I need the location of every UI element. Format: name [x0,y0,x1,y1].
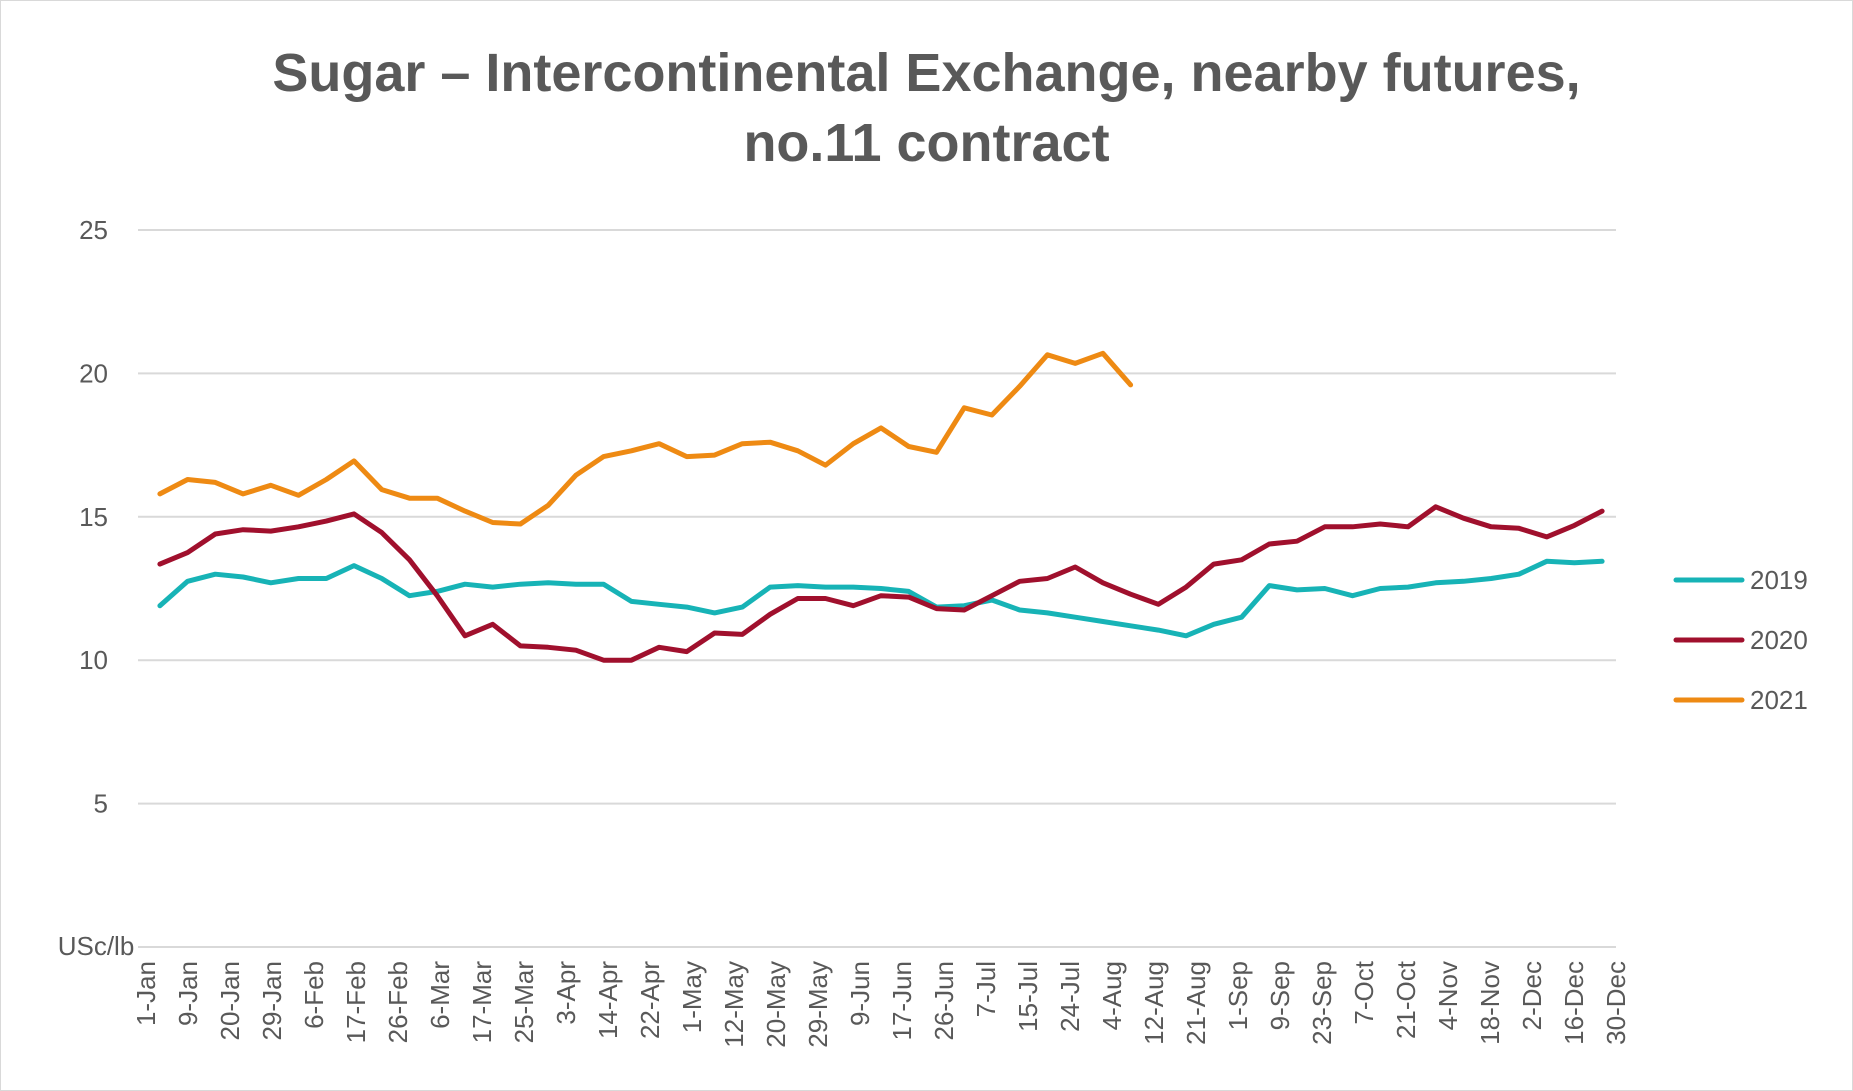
y-tick-label: 20 [79,358,108,388]
x-tick-label: 1-May [677,961,707,1033]
x-tick-label: 7-Jul [971,961,1001,1017]
x-tick-label: 25-Mar [509,961,539,1044]
x-tick-label: 23-Sep [1307,961,1337,1045]
x-tick-label: 6-Feb [299,961,329,1029]
x-tick-label: 22-Apr [635,961,665,1039]
y-axis-label: USc/lb [58,931,135,961]
x-tick-label: 3-Apr [551,961,581,1025]
x-tick-label: 17-Feb [341,961,371,1043]
chart-title-line-2: no.11 contract [743,113,1110,173]
x-tick-label: 15-Jul [1013,961,1043,1032]
legend-label-2020: 2020 [1750,625,1808,655]
x-tick-label: 9-Jan [173,961,203,1026]
x-tick-label: 14-Apr [593,961,623,1039]
legend: 2019 2020 2021 [1673,565,1808,715]
x-tick-label: 9-Jun [845,961,875,1026]
x-tick-label: 4-Aug [1097,961,1127,1030]
series-line-2021 [157,350,1134,527]
x-tick-label: 1-Jan [131,961,161,1026]
x-tick-label: 7-Oct [1349,960,1379,1024]
x-tick-label: 21-Aug [1181,961,1211,1045]
y-tick-label: 10 [79,645,108,675]
x-tick-label: 1-Sep [1223,961,1253,1030]
x-tick-label: 24-Jul [1055,961,1085,1032]
legend-label-2019: 2019 [1750,565,1808,595]
x-tick-label: 30-Dec [1601,961,1631,1045]
x-axis-tick-labels: 1-Jan 9-Jan 20-Jan 29-Jan 6-Feb 17-Feb 26-Feb 6… [131,960,1631,1047]
x-tick-label: 20-Jan [215,961,245,1041]
y-tick-label: 5 [94,789,108,819]
x-tick-label: 26-Feb [383,961,413,1043]
legend-label-2021: 2021 [1750,685,1808,715]
series-line-2020 [157,504,1605,663]
x-tick-label: 29-May [803,961,833,1048]
x-tick-label: 6-Mar [425,961,455,1029]
series-line-2019 [157,558,1605,639]
y-axis-tick-labels: 5 10 15 20 25 [79,215,108,819]
x-tick-label: 12-Aug [1139,961,1169,1045]
y-tick-label: 15 [79,502,108,532]
x-tick-label: 9-Sep [1265,961,1295,1030]
gridlines [138,229,1616,948]
x-tick-label: 2-Dec [1517,961,1547,1030]
x-tick-label: 29-Jan [257,961,287,1041]
chart-title: Sugar – Intercontinental Exchange, nearb… [0,38,1853,178]
x-tick-label: 20-May [761,961,791,1048]
x-tick-label: 18-Nov [1475,961,1505,1045]
x-tick-label: 16-Dec [1559,961,1589,1045]
series-lines [157,350,1605,663]
chart-title-line-1: Sugar – Intercontinental Exchange, nearb… [272,43,1581,103]
x-tick-label: 17-Mar [467,961,497,1044]
x-tick-label: 26-Jun [929,961,959,1041]
x-tick-label: 12-May [719,961,749,1048]
y-tick-label: 25 [79,215,108,245]
x-tick-label: 21-Oct [1391,960,1421,1039]
x-tick-label: 4-Nov [1433,961,1463,1030]
x-tick-label: 17-Jun [887,961,917,1041]
